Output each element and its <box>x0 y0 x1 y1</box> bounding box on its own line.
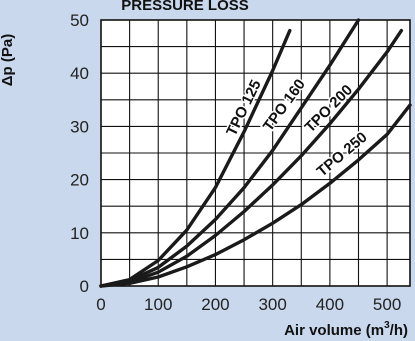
x-axis-label-main: Air volume (m <box>284 322 384 339</box>
y-tick-label: 10 <box>70 224 89 243</box>
series-line-tpo-200 <box>99 28 404 288</box>
chart-title: PRESSURE LOSS <box>121 0 249 14</box>
x-tick-label: 500 <box>373 295 401 314</box>
y-axis-label: Δp (Pa) <box>0 34 16 86</box>
x-tick-label: 100 <box>144 295 172 314</box>
x-tick-label: 400 <box>316 295 344 314</box>
x-axis-label-superscript: 3 <box>384 320 390 331</box>
series-line-tpo-250 <box>99 103 412 288</box>
plot-frame <box>100 19 411 287</box>
y-tick-label: 50 <box>70 11 89 30</box>
y-tick-label: 0 <box>80 277 89 296</box>
series-line-tpo-160 <box>99 18 361 288</box>
y-tick-label: 20 <box>70 171 89 190</box>
y-tick-label: 30 <box>70 117 89 136</box>
x-tick-label: 0 <box>96 295 105 314</box>
series-line-tpo-125 <box>99 28 292 288</box>
x-axis-label-tail: /h) <box>390 322 408 339</box>
x-tick-label: 200 <box>201 295 229 314</box>
y-tick-label: 40 <box>70 64 89 83</box>
x-tick-label: 300 <box>258 295 286 314</box>
x-axis-label: Air volume (m3/h) <box>284 320 408 339</box>
